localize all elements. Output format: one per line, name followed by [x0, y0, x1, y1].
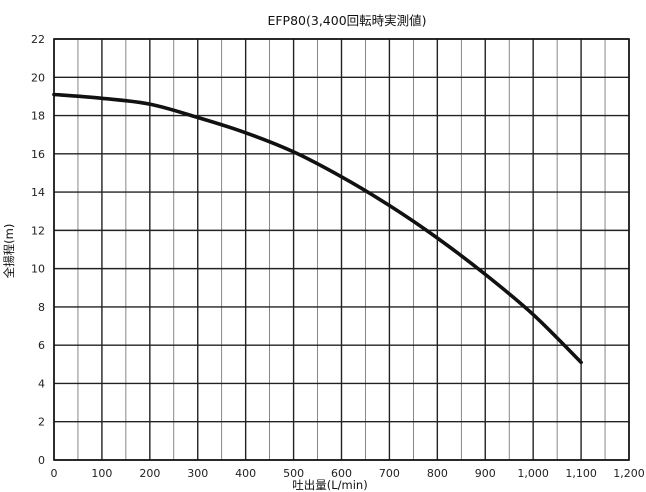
- x-tick-label: 800: [427, 467, 448, 480]
- y-axis-ticks: 0 2 4 6 8 10 12 14 16 18 20 22: [31, 33, 45, 467]
- x-tick-label: 600: [331, 467, 352, 480]
- y-tick-label: 8: [38, 301, 45, 314]
- x-tick-label: 200: [139, 467, 160, 480]
- x-tick-label: 900: [475, 467, 496, 480]
- y-tick-label: 12: [31, 224, 45, 237]
- x-tick-label: 100: [91, 467, 112, 480]
- y-tick-label: 22: [31, 33, 45, 46]
- x-tick-label: 400: [235, 467, 256, 480]
- y-tick-label: 20: [31, 71, 45, 84]
- series-layer: [52, 92, 583, 365]
- x-tick-label: 500: [283, 467, 304, 480]
- y-tick-label: 0: [38, 454, 45, 467]
- plot-frame: [53, 38, 630, 461]
- x-axis-label: 吐出量(L/min): [292, 478, 367, 492]
- y-tick-label: 2: [38, 416, 45, 429]
- x-tick-label: 700: [379, 467, 400, 480]
- y-tick-label: 16: [31, 148, 45, 161]
- y-tick-label: 4: [38, 377, 45, 390]
- y-axis-label: 全揚程(m): [2, 224, 16, 279]
- x-tick-label: 300: [187, 467, 208, 480]
- y-tick-label: 10: [31, 263, 45, 276]
- x-tick-label: 1,000: [517, 467, 549, 480]
- y-tick-label: 6: [38, 339, 45, 352]
- series-line: [52, 92, 583, 365]
- x-tick-label: 0: [51, 467, 58, 480]
- chart-title: EFP80(3,400回転時実測値): [267, 13, 426, 28]
- x-tick-label: 1,100: [565, 467, 597, 480]
- y-tick-label: 14: [31, 186, 45, 199]
- x-tick-label: 1,200: [613, 467, 645, 480]
- x-axis-ticks: 0 100 200 300 400 500 600 700 800 900 1,000 1,100 1,…: [51, 467, 645, 480]
- y-tick-label: 18: [31, 110, 45, 123]
